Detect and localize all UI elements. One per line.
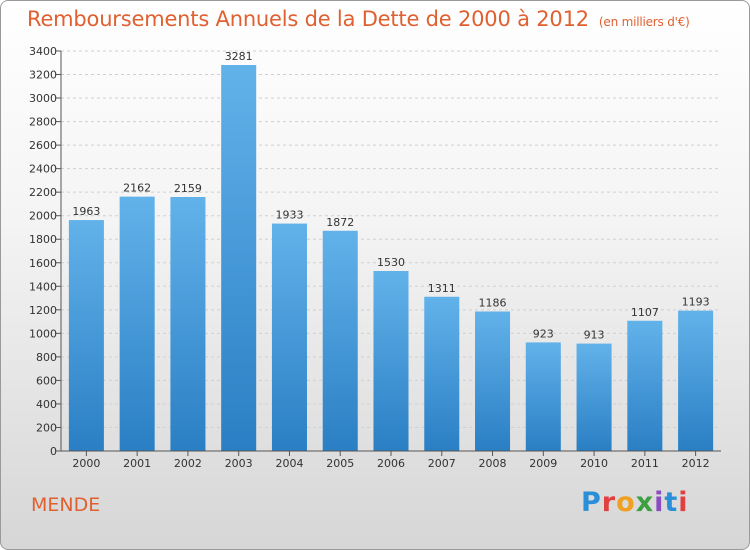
data-label: 1933 — [275, 209, 303, 222]
x-tick-label: 2007 — [428, 457, 456, 470]
data-label: 1530 — [377, 256, 405, 269]
y-tick-label: 2200 — [29, 186, 57, 199]
y-tick-label: 3000 — [29, 92, 57, 105]
proxiti-logo: Proxiti — [581, 487, 689, 518]
bar — [678, 310, 714, 451]
y-tick-label: 2800 — [29, 116, 57, 129]
logo-letter: t — [664, 487, 679, 518]
x-tick-label: 2000 — [72, 457, 100, 470]
chart-title: Remboursements Annuels de la Dette de 20… — [27, 7, 690, 31]
y-tick-label: 1600 — [29, 257, 57, 270]
x-tick-label: 2004 — [275, 457, 303, 470]
y-tick-label: 3400 — [29, 45, 57, 58]
y-tick-label: 400 — [36, 398, 57, 411]
y-tick-label: 1400 — [29, 280, 57, 293]
logo-letter: i — [654, 487, 665, 518]
data-label: 2159 — [174, 182, 202, 195]
data-label: 1311 — [428, 282, 456, 295]
chart-title-text: Remboursements Annuels de la Dette de 20… — [27, 7, 589, 31]
bar — [68, 220, 104, 451]
data-label: 1193 — [682, 296, 710, 309]
bar — [221, 65, 257, 451]
y-tick-label: 2600 — [29, 139, 57, 152]
bar — [576, 343, 612, 451]
logo-letter: i — [678, 487, 689, 518]
city-name: MENDE — [31, 494, 101, 516]
data-label: 2162 — [123, 182, 151, 195]
data-label: 1872 — [326, 216, 354, 229]
x-tick-label: 2009 — [529, 457, 557, 470]
bar — [119, 196, 155, 451]
data-label: 1963 — [72, 205, 100, 218]
y-tick-label: 1000 — [29, 327, 57, 340]
x-tick-label: 2010 — [580, 457, 608, 470]
data-label: 1186 — [479, 296, 507, 309]
bar — [475, 311, 511, 451]
x-tick-label: 2006 — [377, 457, 405, 470]
y-axis-ticks: 0 200 400 600 800 1000 1200 1400 1600 1800 2000 220… — [29, 45, 61, 458]
x-tick-label: 2001 — [123, 457, 151, 470]
bar — [271, 223, 307, 451]
logo-letter: P — [581, 487, 602, 518]
y-tick-label: 600 — [36, 374, 57, 387]
data-label: 3281 — [225, 50, 253, 63]
axes — [60, 51, 721, 452]
x-axis-ticks: 2000 2001 2002 2003 2004 2005 2006 2007 2008 2009… — [72, 451, 710, 470]
y-tick-label: 0 — [50, 445, 57, 458]
bar — [627, 320, 663, 451]
y-tick-label: 2400 — [29, 163, 57, 176]
y-tick-label: 200 — [36, 421, 57, 434]
x-tick-label: 2011 — [631, 457, 659, 470]
x-tick-label: 2002 — [174, 457, 202, 470]
logo-letter: r — [601, 487, 617, 518]
x-tick-label: 2003 — [225, 457, 253, 470]
chart-unit: (en milliers d'€) — [598, 15, 690, 29]
data-label: 923 — [533, 327, 554, 340]
y-tick-label: 1200 — [29, 304, 57, 317]
bars: 1963 2162 2159 3281 1933 1872 1530 1311 1186 923 9… — [68, 50, 714, 451]
x-tick-label: 2012 — [682, 457, 710, 470]
logo-letter: x — [635, 487, 655, 518]
data-label: 913 — [584, 329, 605, 342]
bar — [525, 342, 561, 451]
logo-letter: o — [616, 487, 636, 518]
bar — [373, 271, 409, 451]
x-tick-label: 2008 — [479, 457, 507, 470]
y-tick-label: 800 — [36, 351, 57, 364]
bar — [170, 197, 206, 451]
bar — [322, 230, 358, 451]
y-tick-label: 2000 — [29, 210, 57, 223]
y-tick-label: 1800 — [29, 233, 57, 246]
data-label: 1107 — [631, 306, 659, 319]
y-tick-label: 3200 — [29, 69, 57, 82]
x-tick-label: 2005 — [326, 457, 354, 470]
bar — [424, 296, 460, 451]
